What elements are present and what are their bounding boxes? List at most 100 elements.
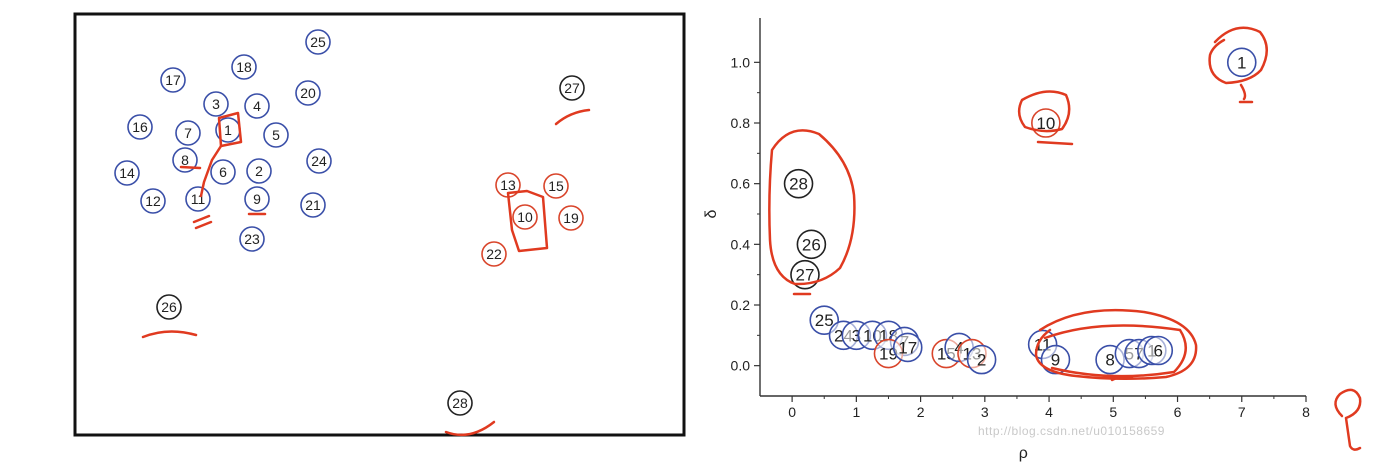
decision-point-17: 17 bbox=[892, 332, 923, 363]
scatter-point-label: 8 bbox=[181, 152, 189, 168]
scatter-point-marker bbox=[127, 114, 153, 140]
scatter-point-label: 10 bbox=[517, 209, 533, 225]
scatter-point-label: 14 bbox=[119, 165, 135, 181]
scatter-point-marker bbox=[558, 205, 584, 231]
scatter-point-24: 24 bbox=[306, 148, 332, 174]
decision-graph-points: 1102826272524310187191715413211985716 bbox=[783, 47, 1257, 375]
scatter-point-marker bbox=[559, 75, 585, 101]
x-axis-title: ρ bbox=[1019, 445, 1028, 462]
decision-point-label: 27 bbox=[796, 266, 815, 285]
scatter-point-marker bbox=[447, 390, 473, 416]
decision-point-label: 9 bbox=[1051, 351, 1060, 370]
decision-point-marker bbox=[783, 168, 814, 199]
watermark-text: http://blog.csdn.net/u010158659 bbox=[978, 424, 1165, 438]
scatter-point-label: 23 bbox=[244, 231, 260, 247]
scatter-point-10: 10 bbox=[512, 204, 538, 230]
scatter-point-marker bbox=[160, 67, 186, 93]
scatter-point-label: 22 bbox=[486, 246, 502, 262]
scatter-point-label: 13 bbox=[500, 177, 516, 193]
annotation-mark-right-cluster bbox=[1110, 375, 1134, 382]
annotation-mark-point-1 bbox=[1238, 83, 1254, 104]
annotation-mark-27 bbox=[554, 108, 591, 126]
scatter-point-18: 18 bbox=[231, 54, 257, 80]
scatter-point-13: 13 bbox=[495, 172, 521, 198]
scatter-panel: 1 2 3 4 5 6 7 8 9 10 11 12 13 14 15 16 17 18 19 20 21 22 23 24 2… bbox=[73, 12, 686, 437]
y-tick-label: 0.0 bbox=[731, 358, 751, 374]
scatter-point-marker bbox=[300, 192, 326, 218]
scatter-point-label: 16 bbox=[132, 119, 148, 135]
scatter-point-label: 24 bbox=[311, 153, 327, 169]
decision-point-label: 28 bbox=[789, 175, 808, 194]
decision-point-marker bbox=[966, 344, 997, 375]
scatter-point-marker bbox=[244, 186, 270, 212]
scatter-point-marker bbox=[185, 186, 211, 212]
scatter-point-label: 3 bbox=[212, 96, 220, 112]
scatter-point-11: 11 bbox=[185, 186, 211, 212]
decision-point-label: 10 bbox=[1036, 114, 1055, 133]
scatter-point-marker bbox=[114, 160, 140, 186]
annotation-mark-8 bbox=[179, 165, 202, 170]
decision-point-label: 25 bbox=[815, 311, 834, 330]
scatter-point-label: 28 bbox=[452, 395, 468, 411]
decision-point-10: 10 bbox=[1031, 108, 1061, 138]
scatter-point-16: 16 bbox=[127, 114, 153, 140]
scatter-point-marker bbox=[231, 54, 257, 80]
decision-point-label: 1 bbox=[1237, 53, 1246, 72]
scatter-point-label: 20 bbox=[300, 85, 316, 101]
x-tick-label: 2 bbox=[917, 404, 925, 420]
scatter-point-25: 25 bbox=[305, 29, 331, 55]
x-tick-label: 7 bbox=[1238, 404, 1246, 420]
decision-point-1: 1 bbox=[1226, 47, 1257, 78]
annotation-loop-right-cluster bbox=[1034, 308, 1198, 381]
scatter-point-4: 4 bbox=[244, 93, 270, 119]
scatter-point-label: 2 bbox=[255, 163, 263, 179]
scatter-point-marker bbox=[210, 159, 236, 185]
scatter-point-marker bbox=[172, 147, 198, 173]
decision-point-26: 26 bbox=[796, 229, 827, 260]
scatter-point-label: 25 bbox=[310, 34, 326, 50]
scatter-point-label: 19 bbox=[563, 210, 579, 226]
scatter-point-marker bbox=[156, 294, 182, 320]
scatter-point-marker bbox=[175, 120, 201, 146]
scatter-point-marker bbox=[481, 241, 507, 267]
decision-point-marker bbox=[1143, 335, 1174, 366]
y-tick-label: 1.0 bbox=[731, 54, 751, 70]
scatter-point-3: 3 bbox=[203, 91, 229, 117]
scatter-point-21: 21 bbox=[300, 192, 326, 218]
scatter-point-marker bbox=[246, 158, 272, 184]
decision-point-label: 17 bbox=[898, 338, 917, 357]
scatter-point-2: 2 bbox=[246, 158, 272, 184]
scatter-point-22: 22 bbox=[481, 241, 507, 267]
scatter-point-15: 15 bbox=[543, 173, 569, 199]
decision-point-2: 2 bbox=[966, 344, 997, 375]
annotation-loop-outliers bbox=[768, 129, 856, 286]
annotation-mark-26 bbox=[141, 330, 198, 339]
x-tick-label: 3 bbox=[981, 404, 989, 420]
scatter-point-label: 7 bbox=[184, 125, 192, 141]
annotation-loop-point-1 bbox=[1208, 26, 1268, 85]
scatter-point-label: 17 bbox=[165, 72, 181, 88]
annotation-rho-glyph bbox=[1334, 388, 1362, 451]
decision-point-label: 8 bbox=[1105, 351, 1114, 370]
scatter-point-marker bbox=[306, 148, 332, 174]
scatter-point-marker bbox=[263, 122, 289, 148]
scatter-point-marker bbox=[239, 226, 265, 252]
scatter-point-23: 23 bbox=[239, 226, 265, 252]
annotation-stroke-line bbox=[199, 144, 223, 198]
annotation-layer-left bbox=[141, 108, 591, 437]
scatter-point-7: 7 bbox=[175, 120, 201, 146]
scatter-point-26: 26 bbox=[156, 294, 182, 320]
scatter-point-label: 18 bbox=[236, 59, 252, 75]
scatter-point-17: 17 bbox=[160, 67, 186, 93]
scatter-point-5: 5 bbox=[263, 122, 289, 148]
decision-point-28: 28 bbox=[783, 168, 814, 199]
annotation-loop-point-10 bbox=[1017, 90, 1071, 133]
scatter-point-27: 27 bbox=[559, 75, 585, 101]
scatter-point-20: 20 bbox=[295, 80, 321, 106]
y-tick-label: 0.8 bbox=[731, 115, 751, 131]
scatter-point-marker bbox=[295, 80, 321, 106]
annotation-mark-28 bbox=[444, 420, 496, 437]
decision-graph-svg: 0 1 2 3 4 5 6 7 80.00.20.40.60.81.0ρδ 1102826272… bbox=[703, 18, 1362, 462]
decision-point-marker bbox=[892, 332, 923, 363]
x-tick-label: 4 bbox=[1045, 404, 1053, 420]
